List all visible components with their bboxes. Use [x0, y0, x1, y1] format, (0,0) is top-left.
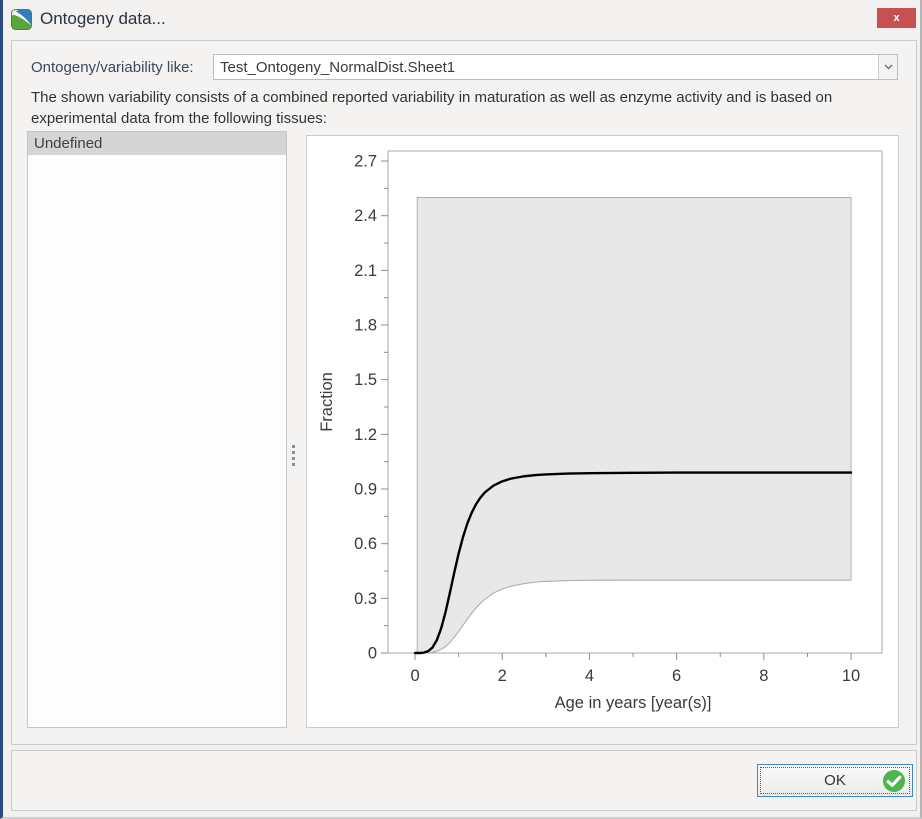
close-icon: x [893, 12, 900, 24]
svg-text:0: 0 [368, 645, 377, 663]
list-item-undefined[interactable]: Undefined [28, 132, 286, 155]
svg-text:2.7: 2.7 [354, 153, 377, 171]
svg-text:2.4: 2.4 [354, 207, 377, 225]
ontogeny-chart: 0 2 4 6 8 10 0 0.3 0.6 0.9 1.2 1.5 1.8 2.1 2.4 2.7 Age i… [318, 150, 883, 712]
svg-text:1.2: 1.2 [354, 426, 377, 444]
footer-panel: OK [11, 750, 917, 811]
window-title: Ontogeny data... [40, 9, 166, 28]
ok-button[interactable]: OK [757, 764, 913, 797]
chevron-down-icon [884, 64, 892, 70]
combo-dropdown-button[interactable] [878, 55, 897, 79]
svg-text:Fraction: Fraction [318, 372, 336, 432]
ontogeny-chart-panel: 0 2 4 6 8 10 0 0.3 0.6 0.9 1.2 1.5 1.8 2.1 2.4 2.7 Age i… [306, 135, 899, 728]
svg-text:0.3: 0.3 [354, 590, 377, 608]
ontogeny-combo-value: Test_Ontogeny_NormalDist.Sheet1 [220, 58, 456, 76]
svg-text:1.5: 1.5 [354, 371, 377, 389]
svg-text:4: 4 [585, 667, 594, 685]
variability-description: The shown variability consists of a comb… [31, 87, 909, 129]
ok-button-label: OK [824, 772, 846, 789]
svg-text:8: 8 [759, 667, 768, 685]
combo-row: Ontogeny/variability like: [31, 54, 201, 80]
svg-text:1.8: 1.8 [354, 317, 377, 335]
description-line-2: experimental data from the following tis… [31, 110, 327, 127]
splitter-handle[interactable] [288, 424, 298, 486]
tissues-listbox[interactable]: Undefined [27, 131, 287, 728]
app-logo-icon [11, 8, 32, 30]
svg-text:Age in years [year(s)]: Age in years [year(s)] [555, 694, 712, 712]
description-line-1: The shown variability consists of a comb… [31, 89, 833, 106]
title-bar: Ontogeny data... [3, 0, 920, 38]
svg-text:2: 2 [498, 667, 507, 685]
svg-text:0: 0 [410, 667, 419, 685]
ontogeny-combo-label: Ontogeny/variability like: [31, 58, 194, 76]
svg-text:2.1: 2.1 [354, 262, 377, 280]
svg-text:10: 10 [842, 667, 860, 685]
ok-check-icon [883, 770, 905, 792]
svg-text:6: 6 [672, 667, 681, 685]
ontogeny-combo-box[interactable]: Test_Ontogeny_NormalDist.Sheet1 [213, 54, 898, 80]
svg-text:0.9: 0.9 [354, 481, 377, 499]
main-content-panel: Ontogeny/variability like: Test_Ontogeny… [11, 40, 917, 745]
close-button[interactable]: x [877, 8, 916, 28]
svg-text:0.6: 0.6 [354, 535, 377, 553]
